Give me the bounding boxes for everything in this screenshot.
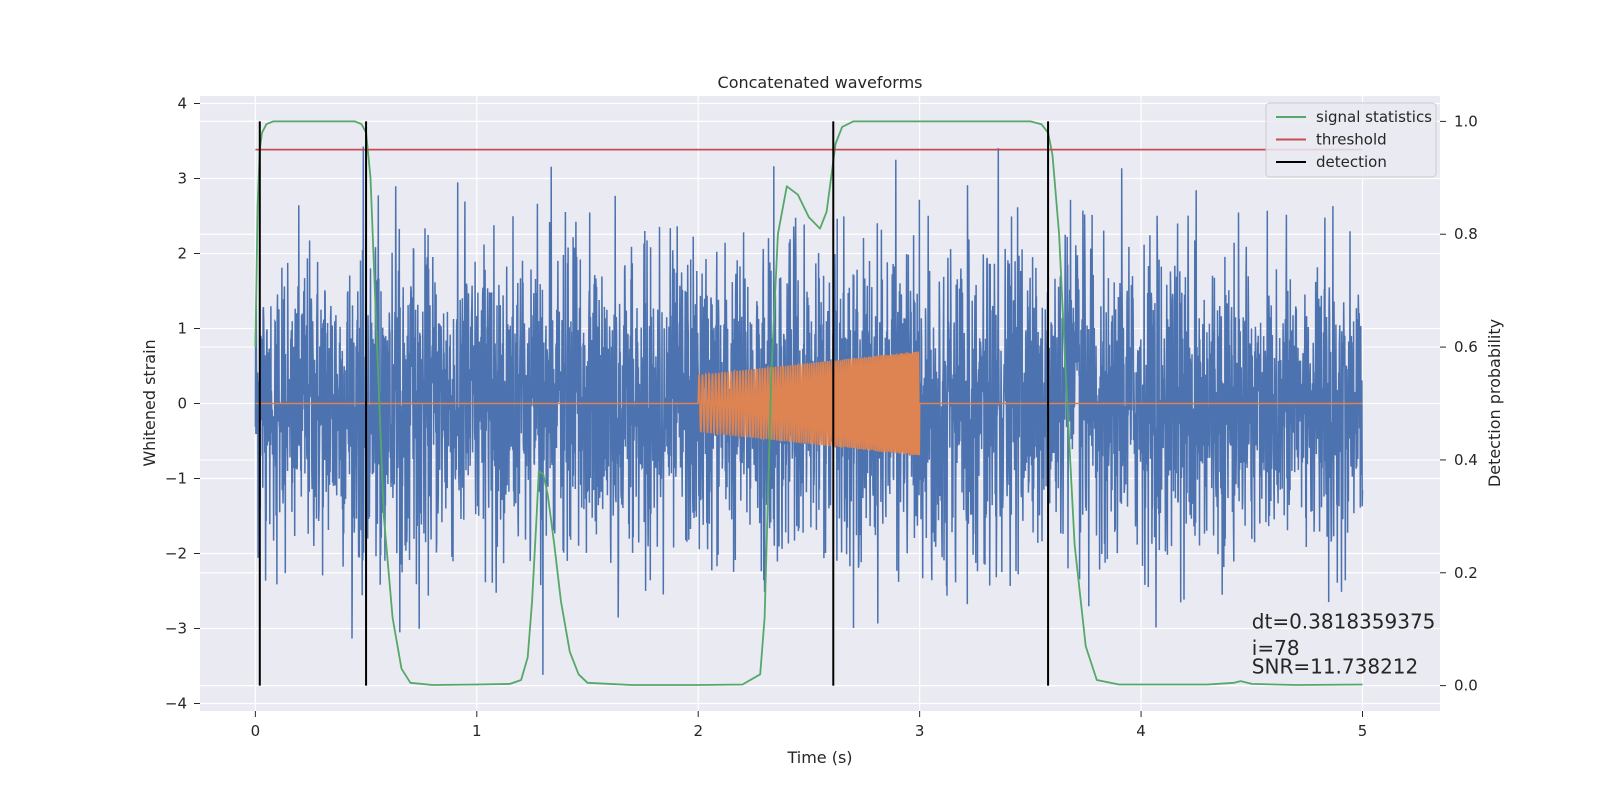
chart-title: Concatenated waveforms [718,73,923,92]
legend-label: threshold [1316,131,1387,149]
y-tick-label: 3 [177,170,187,188]
y2-axis-label: Detection probability [1485,319,1504,487]
signal-statistics-line [254,120,1363,686]
y-tick-label: −1 [165,470,187,488]
y-tick-label: −4 [165,695,187,713]
x-tick-label: 1 [472,722,482,740]
series-chirp-line [255,351,1363,456]
y-tick-label: 2 [177,245,187,263]
y-tick-label: 4 [177,95,187,113]
y2-tick-label: 0.0 [1454,677,1478,695]
x-tick-label: 5 [1358,722,1368,740]
y2-tick-label: 0.2 [1454,564,1478,582]
legend-label: detection [1316,153,1387,171]
y2-tick-label: 0.4 [1454,451,1478,469]
y-tick-label: −2 [165,545,187,563]
y2-tick-label: 0.6 [1454,338,1478,356]
series-layer [254,120,1364,686]
x-tick-label: 3 [915,722,925,740]
y-tick-label: 1 [177,320,187,338]
y-tick-label: 0 [177,395,187,413]
x-axis-label: Time (s) [786,748,852,767]
y-tick-label: −3 [165,620,187,638]
x-tick-label: 2 [693,722,703,740]
x-tick-label: 4 [1136,722,1146,740]
annotation-text: dt=0.3818359375 [1252,610,1436,634]
annotation-text: SNR=11.738212 [1252,655,1418,679]
axes: 0 1 2 3 4 5 −4 −3 −2 −1 0 1 2 3 4 0.0 0.2 0.4 0.6 0.8 1.0 [165,95,1478,741]
legend-box [1265,102,1437,178]
series-noise-line [254,146,1364,675]
legend-label: signal statistics [1316,108,1432,126]
y2-tick-label: 0.8 [1454,225,1478,243]
annotation-text: i=78 [1252,636,1300,660]
y2-tick-label: 1.0 [1454,112,1478,130]
y-axis-label: Whitened strain [140,339,159,466]
legend: signal statistics threshold detection [1265,102,1437,178]
x-tick-label: 0 [251,722,261,740]
